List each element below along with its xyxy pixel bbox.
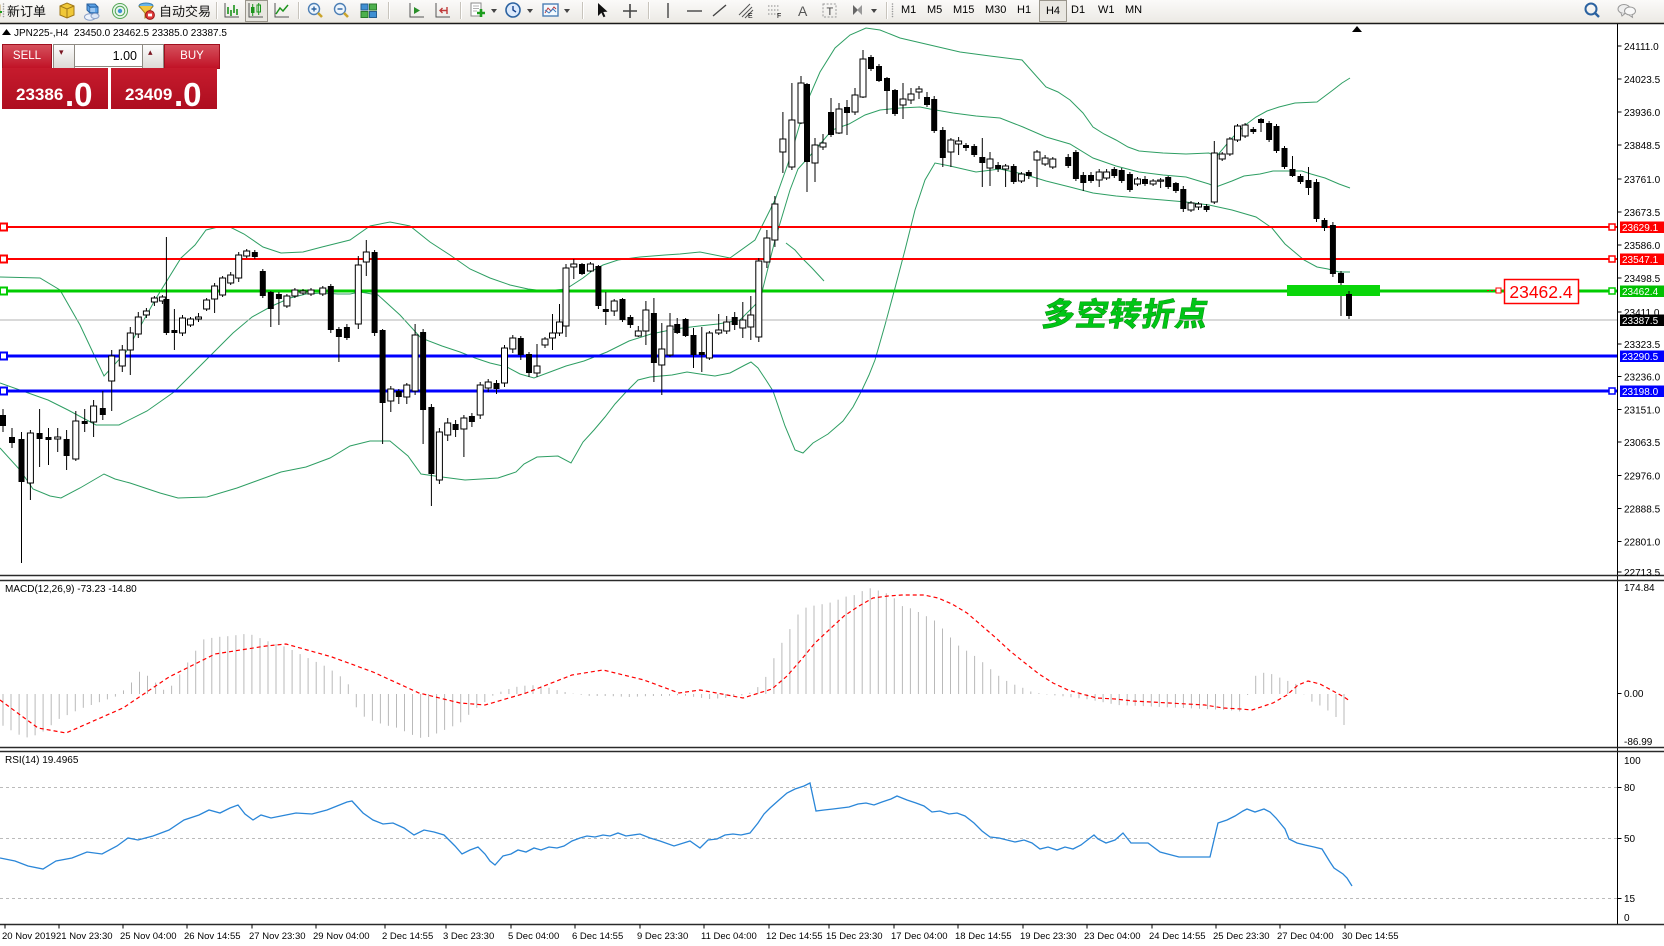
svg-text:23411.0: 23411.0 — [1624, 308, 1660, 319]
svg-text:24111.0: 24111.0 — [1624, 42, 1659, 53]
svg-text:23761.0: 23761.0 — [1624, 175, 1661, 186]
svg-text:23323.5: 23323.5 — [1624, 340, 1661, 351]
svg-text:17 Dec 04:00: 17 Dec 04:00 — [891, 931, 948, 942]
svg-text:30 Dec 14:55: 30 Dec 14:55 — [1342, 931, 1399, 942]
svg-text:23498.5: 23498.5 — [1624, 274, 1661, 285]
svg-text:JPN225-,H4 23450.0 23462.5 23: JPN225-,H4 23450.0 23462.5 23385.0 23387… — [14, 28, 227, 39]
svg-text:26 Nov 14:55: 26 Nov 14:55 — [184, 931, 241, 942]
svg-text:22888.5: 22888.5 — [1624, 505, 1661, 516]
svg-text:23387.5: 23387.5 — [1622, 316, 1659, 327]
svg-text:22976.0: 22976.0 — [1624, 472, 1661, 483]
svg-text:22801.0: 22801.0 — [1624, 538, 1661, 549]
svg-text:0.00: 0.00 — [1624, 689, 1644, 700]
svg-text:23586.0: 23586.0 — [1624, 241, 1661, 252]
svg-text:23848.5: 23848.5 — [1624, 141, 1661, 152]
svg-text:22713.5: 22713.5 — [1624, 568, 1661, 579]
svg-text:23673.5: 23673.5 — [1624, 208, 1661, 219]
svg-text:RSI(14) 19.4965: RSI(14) 19.4965 — [5, 755, 79, 766]
svg-text:-86.99: -86.99 — [1624, 737, 1653, 748]
svg-text:20 Nov 2019: 20 Nov 2019 — [2, 931, 56, 942]
svg-text:15: 15 — [1624, 894, 1636, 905]
svg-text:T: T — [827, 6, 834, 18]
svg-text:29 Nov 04:00: 29 Nov 04:00 — [313, 931, 370, 942]
svg-text:27 Dec 04:00: 27 Dec 04:00 — [1277, 931, 1334, 942]
svg-text:80: 80 — [1624, 783, 1636, 794]
svg-text:MACD(12,26,9) -73.23 -14.80: MACD(12,26,9) -73.23 -14.80 — [5, 584, 137, 595]
svg-text:23629.1: 23629.1 — [1622, 223, 1659, 234]
svg-text:23936.0: 23936.0 — [1624, 108, 1661, 119]
svg-text:23462.4: 23462.4 — [1509, 282, 1573, 302]
svg-text:A: A — [798, 3, 808, 19]
svg-text:15 Dec 23:30: 15 Dec 23:30 — [826, 931, 883, 942]
svg-text:50: 50 — [1624, 834, 1636, 845]
svg-text:24 Dec 14:55: 24 Dec 14:55 — [1149, 931, 1206, 942]
svg-text:174.84: 174.84 — [1624, 583, 1655, 594]
svg-text:25 Dec 23:30: 25 Dec 23:30 — [1213, 931, 1270, 942]
svg-text:11 Dec 04:00: 11 Dec 04:00 — [701, 931, 757, 942]
svg-text:3 Dec 23:30: 3 Dec 23:30 — [443, 931, 494, 942]
svg-text:9 Dec 23:30: 9 Dec 23:30 — [637, 931, 688, 942]
svg-text:12 Dec 14:55: 12 Dec 14:55 — [766, 931, 823, 942]
svg-text:23290.5: 23290.5 — [1622, 352, 1659, 363]
svg-text:24023.5: 24023.5 — [1624, 75, 1661, 86]
svg-text:21 Nov 23:30: 21 Nov 23:30 — [56, 931, 113, 942]
svg-text:2 Dec 14:55: 2 Dec 14:55 — [382, 931, 433, 942]
svg-text:23236.0: 23236.0 — [1624, 373, 1661, 384]
svg-text:0: 0 — [1624, 913, 1630, 924]
svg-text:23063.5: 23063.5 — [1624, 438, 1661, 449]
svg-text:23547.1: 23547.1 — [1622, 255, 1659, 266]
svg-text:25 Nov 04:00: 25 Nov 04:00 — [120, 931, 177, 942]
svg-text:27 Nov 23:30: 27 Nov 23:30 — [249, 931, 306, 942]
svg-text:23462.4: 23462.4 — [1622, 287, 1659, 298]
svg-text:F: F — [777, 13, 781, 20]
svg-text:23198.0: 23198.0 — [1622, 387, 1659, 398]
svg-text:6 Dec 14:55: 6 Dec 14:55 — [572, 931, 623, 942]
svg-text:5 Dec 04:00: 5 Dec 04:00 — [508, 931, 559, 942]
svg-text:23 Dec 04:00: 23 Dec 04:00 — [1084, 931, 1141, 942]
svg-text:19 Dec 23:30: 19 Dec 23:30 — [1020, 931, 1077, 942]
svg-text:23151.0: 23151.0 — [1624, 406, 1661, 417]
svg-text:100: 100 — [1624, 756, 1641, 767]
svg-text:18 Dec 14:55: 18 Dec 14:55 — [955, 931, 1012, 942]
svg-text:E: E — [748, 13, 753, 20]
